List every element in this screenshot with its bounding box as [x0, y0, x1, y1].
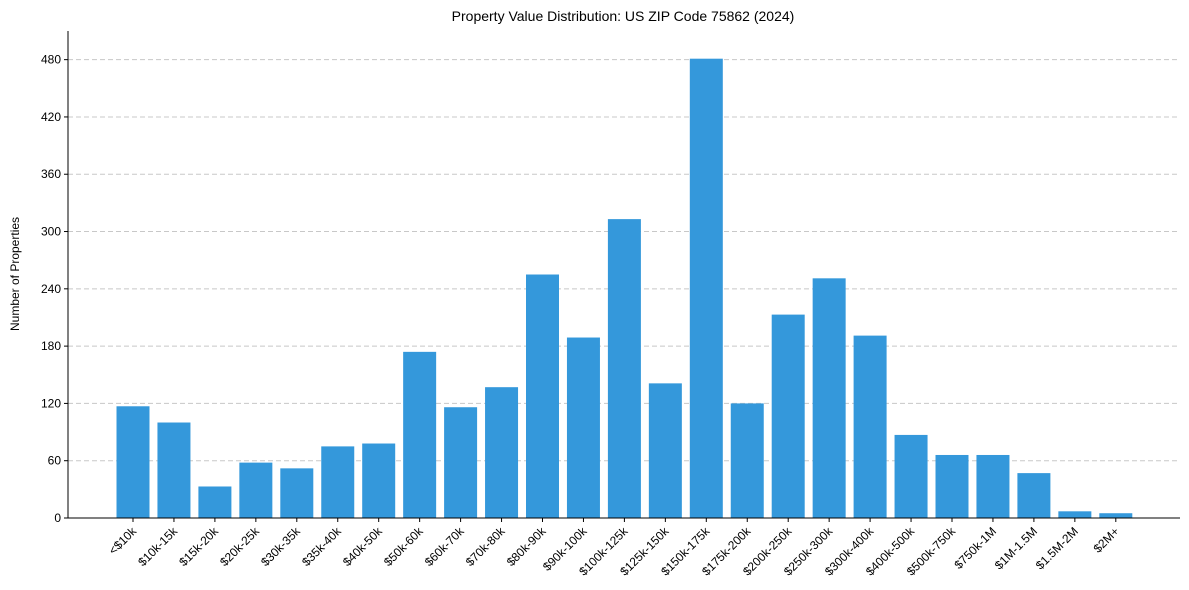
x-tick-label: <$10k [106, 524, 140, 558]
y-axis-label: Number of Properties [8, 217, 22, 331]
bar [1099, 513, 1133, 518]
chart-title: Property Value Distribution: US ZIP Code… [452, 8, 795, 24]
bar [894, 434, 928, 518]
x-tick-label: $750k-1M [951, 524, 999, 572]
bar [280, 468, 314, 518]
bar [485, 387, 519, 518]
y-tick-label: 60 [48, 454, 62, 468]
y-tick-label: 480 [41, 53, 61, 67]
bar [812, 278, 846, 518]
x-tick-label: $70k-80k [463, 524, 509, 570]
y-tick-label: 180 [41, 339, 61, 353]
y-tick-label: 0 [54, 511, 61, 525]
bar [689, 58, 723, 518]
x-tick-label: $10k-15k [135, 524, 181, 570]
x-tick-label: $30k-35k [258, 524, 304, 570]
bar [403, 351, 437, 518]
x-tick-label: $15k-20k [176, 524, 222, 570]
x-axis-ticks: <$10k$10k-15k$15k-20k$20k-25k$30k-35k$35… [106, 518, 1122, 578]
x-tick-label: $35k-40k [299, 524, 345, 570]
x-tick-label: $60k-70k [422, 524, 468, 570]
bars [116, 58, 1133, 518]
y-tick-label: 120 [41, 396, 61, 410]
bar [362, 443, 396, 518]
bar [526, 274, 559, 518]
x-tick-label: $1.5M-2M [1033, 524, 1081, 572]
bar [566, 337, 600, 518]
x-tick-label: $1M-1.5M [992, 524, 1040, 572]
bar [321, 446, 355, 518]
bar [771, 314, 805, 518]
x-tick-label: $40k-50k [340, 524, 386, 570]
bar [198, 486, 232, 518]
bar [1017, 473, 1051, 518]
x-tick-label: $20k-25k [217, 524, 263, 570]
y-tick-label: 240 [41, 282, 61, 296]
x-tick-label: $2M+ [1091, 524, 1122, 555]
bar [157, 422, 191, 518]
bar [648, 383, 682, 518]
bar [1058, 511, 1092, 518]
x-tick-label: $50k-60k [381, 524, 427, 570]
bar [730, 403, 764, 518]
y-tick-label: 420 [41, 110, 61, 124]
bar [976, 454, 1010, 518]
y-tick-label: 360 [41, 167, 61, 181]
bar [116, 406, 150, 518]
bar [239, 462, 273, 518]
y-axis-ticks: 0 60 120 180 240 300 360 420 480 [41, 53, 68, 525]
bar [607, 219, 641, 518]
bar [935, 454, 969, 518]
y-tick-label: 300 [41, 225, 61, 239]
bar [853, 335, 887, 518]
bar [444, 407, 478, 518]
